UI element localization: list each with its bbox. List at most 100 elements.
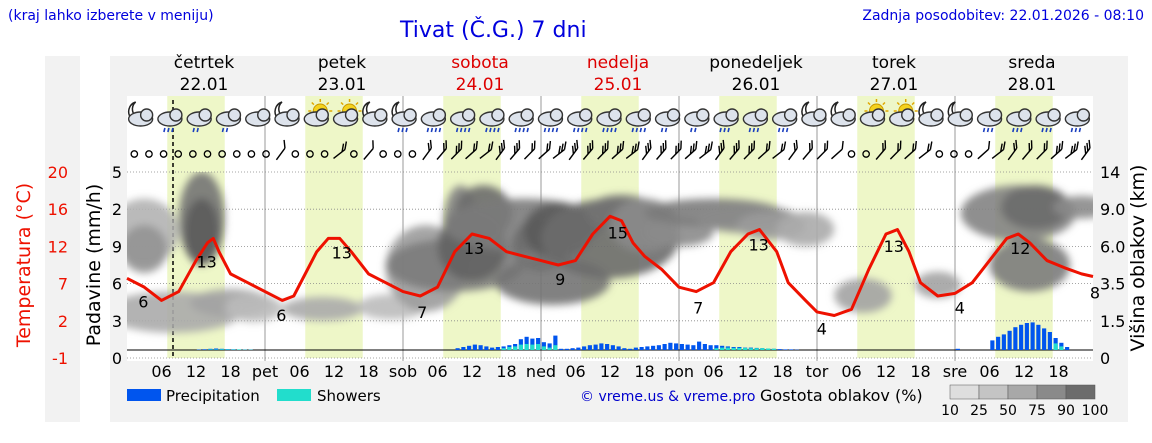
temperature-label: 7 xyxy=(693,299,703,318)
precip-bar xyxy=(1036,324,1041,350)
barb-feather xyxy=(445,140,448,149)
legend-showers-swatch xyxy=(277,389,311,401)
credit-link[interactable]: © vreme.us & vreme.pro xyxy=(580,389,755,405)
cloud-blob xyxy=(1001,185,1070,230)
wind-barb xyxy=(625,141,640,159)
day-date: 27.01 xyxy=(870,75,919,95)
hour-tick: 12 xyxy=(600,362,620,381)
barb-feather xyxy=(498,145,501,155)
wind-barb xyxy=(802,140,813,160)
precip-bar xyxy=(541,342,546,350)
rain-drop xyxy=(1070,127,1074,133)
precip-bar xyxy=(214,348,219,350)
hour-tick: 06 xyxy=(151,362,171,381)
wind-calm xyxy=(320,150,329,158)
barb-shaft xyxy=(991,149,1004,159)
barb-feather xyxy=(660,145,662,155)
rain-cloud-icon xyxy=(976,108,1003,133)
day-name: sreda xyxy=(1008,53,1055,73)
precip-bar xyxy=(1065,347,1070,350)
barb-feather xyxy=(619,143,622,152)
barb-feather xyxy=(765,143,768,152)
wind-barb xyxy=(684,140,698,160)
moon-cloud-icon xyxy=(274,101,300,127)
barb-feather xyxy=(427,142,430,152)
legend-precip-label: Precipitation xyxy=(166,387,260,405)
precip-tick: 3 xyxy=(112,312,122,331)
precip-bar xyxy=(1001,334,1006,350)
wind-calm xyxy=(393,150,402,158)
day-abbr-tick: ned xyxy=(526,362,556,381)
rain-drop xyxy=(1020,127,1023,133)
barb-feather xyxy=(811,140,813,149)
showers-bar xyxy=(518,344,523,350)
wind-barb xyxy=(670,140,682,160)
wind-barb xyxy=(699,141,713,159)
day-abbr-tick: tor xyxy=(806,362,829,381)
wind-calm xyxy=(247,150,256,158)
legend-showers-label: Showers xyxy=(317,387,381,405)
wind-calm xyxy=(306,150,314,158)
temperature-line: 6 13 6 13 7 13 9 15 7 13 4 13 4 12 8 xyxy=(126,214,1100,339)
cloud-puff xyxy=(374,108,388,122)
moon-cloud-icon xyxy=(127,101,154,127)
rain-drop xyxy=(752,127,756,133)
barb-shaft xyxy=(816,148,828,160)
heavy-rain-cloud-icon xyxy=(567,108,593,133)
rain-drop xyxy=(467,127,471,133)
temperature-label: 12 xyxy=(1010,239,1030,258)
barb-feather xyxy=(1073,143,1077,152)
precip-bar xyxy=(478,345,483,350)
temperature-series xyxy=(126,214,1094,317)
barb-feather xyxy=(1043,143,1046,152)
rain-drop xyxy=(660,127,664,133)
cloud-puff xyxy=(1047,108,1061,122)
hour-tick: 18 xyxy=(1048,362,1068,381)
cloud-puff xyxy=(1076,108,1091,122)
wind-barb xyxy=(597,140,609,160)
barb-feather xyxy=(573,142,577,152)
barb-shaft xyxy=(757,148,770,160)
sun-ray xyxy=(355,101,359,106)
cloud-tick: 1.5 xyxy=(1100,312,1125,331)
precip-bar xyxy=(628,348,633,350)
temperature-label: 6 xyxy=(138,293,148,312)
precip-bar xyxy=(697,341,702,350)
day-date: 24.01 xyxy=(456,75,505,95)
showers-bar xyxy=(731,347,736,350)
barb-feather xyxy=(1084,145,1087,155)
day-name: četrtek xyxy=(174,53,235,73)
precip-bar xyxy=(610,345,615,350)
cloud-puff xyxy=(608,108,622,122)
rain-drop xyxy=(1078,127,1082,133)
cloud-puff xyxy=(871,108,886,122)
rain-drop xyxy=(493,127,496,133)
barb-feather xyxy=(722,139,725,149)
precip-bar xyxy=(1042,328,1047,350)
wind-calm xyxy=(847,150,856,158)
showers-bar xyxy=(524,344,529,350)
day-abbr-tick: pon xyxy=(664,362,694,381)
precip-bar xyxy=(559,348,564,350)
cloud-blob xyxy=(224,294,283,323)
barb-feather xyxy=(587,145,589,155)
precip-tick: 5 xyxy=(112,163,122,182)
precip-bar xyxy=(576,347,581,350)
hour-tick: 12 xyxy=(462,362,482,381)
rain-drop xyxy=(497,127,500,133)
wind-calm xyxy=(232,150,241,158)
barb-feather xyxy=(487,143,491,152)
barb-feather xyxy=(502,139,506,149)
wind-barb xyxy=(538,140,552,160)
barb-feather xyxy=(500,142,504,152)
heavy-rain-cloud-icon xyxy=(537,108,564,133)
light-rain-cloud-icon xyxy=(684,108,710,133)
barb-feather xyxy=(647,142,650,152)
rain-drop xyxy=(719,127,722,133)
precip-bar xyxy=(656,345,661,350)
barb-shaft xyxy=(802,148,813,160)
barb-feather xyxy=(1002,141,1006,150)
light-rain-cloud-icon xyxy=(215,108,242,133)
showers-bar xyxy=(771,348,776,350)
temp-tick: 12 xyxy=(48,237,68,256)
